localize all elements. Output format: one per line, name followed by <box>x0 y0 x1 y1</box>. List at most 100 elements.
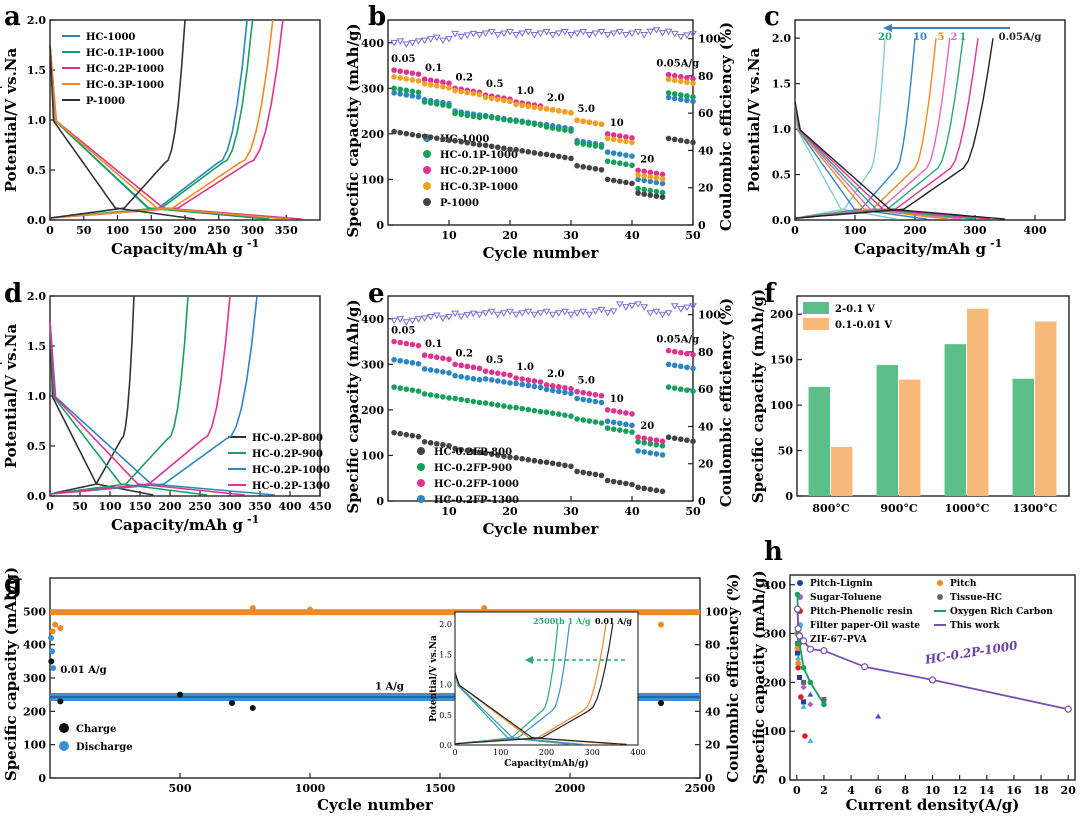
g-inset-x-axis-title: Capacity(mAh/g) <box>504 758 589 769</box>
e-capacity-point-1 <box>470 398 477 405</box>
e-capacity-point-2 <box>641 435 647 442</box>
e-capacity-point-1 <box>458 396 465 403</box>
e-capacity-point-1 <box>623 428 629 434</box>
b-capacity-point-3 <box>513 101 519 108</box>
b-capacity-point-2 <box>678 73 684 80</box>
h-legend-label: Pitch <box>950 579 977 589</box>
panel-label-g: g <box>4 569 22 599</box>
e-legend-label: HC-0.2FP-1000 <box>434 479 519 490</box>
h-xtick-label: 6 <box>874 784 882 797</box>
b-y2tick-label: 60 <box>698 107 714 120</box>
e-capacity-point-1 <box>684 387 690 393</box>
b-legend-label: HC-0.3P-1000 <box>440 182 518 193</box>
b-capacity-point-4 <box>470 140 477 147</box>
b-ce-point <box>493 32 502 39</box>
c-xtick-label: 200 <box>904 224 927 237</box>
e-capacity-point-1 <box>525 406 532 413</box>
e-capacity-point-2 <box>543 382 550 388</box>
e-capacity-point-1 <box>617 427 623 433</box>
b-capacity-point-1 <box>488 114 495 121</box>
b-capacity-point-1 <box>598 144 605 150</box>
e-legend-marker <box>417 479 425 487</box>
b-rate-label: 10 <box>610 118 624 129</box>
e-capacity-point-3 <box>610 419 617 426</box>
e-capacity-point-1 <box>598 420 605 426</box>
e-ce-point <box>518 310 527 317</box>
b-ce-point <box>420 37 429 45</box>
b-capacity-point-1 <box>623 161 629 168</box>
a-legend-label: P-1000 <box>86 96 125 107</box>
e-ce-point <box>640 304 649 311</box>
e-capacity-point-2 <box>598 392 605 399</box>
e-capacity-point-2 <box>470 364 477 371</box>
b-capacity-point-4 <box>525 149 532 155</box>
h-point-8 <box>820 647 828 655</box>
h-point-8 <box>1064 705 1072 713</box>
b-capacity-point-4 <box>659 194 666 200</box>
e-rate-label: 0.1 <box>425 339 442 350</box>
b-ce-point <box>561 29 569 36</box>
panel-label-h: h <box>764 537 783 567</box>
h-xtick-label: 0 <box>793 784 801 797</box>
b-capacity-point-1 <box>549 125 556 131</box>
e-capacity-point-2 <box>665 347 672 354</box>
g-xtick-label: 500 <box>169 782 192 795</box>
f-bar-0 <box>944 344 966 496</box>
b-capacity-point-2 <box>610 132 617 138</box>
b-capacity-point-3 <box>488 95 495 102</box>
e-capacity-point-0 <box>537 458 544 465</box>
b-capacity-point-4 <box>592 165 599 172</box>
d-xtick-label: 50 <box>72 500 88 513</box>
e-capacity-point-2 <box>537 379 544 385</box>
e-capacity-point-2 <box>617 409 623 415</box>
b-ce-point <box>628 30 636 38</box>
b-capacity-point-3 <box>458 88 465 95</box>
b-capacity-point-1 <box>617 160 623 167</box>
b-ce-point <box>603 32 612 39</box>
e-ce-point <box>475 311 484 319</box>
e-capacity-point-3 <box>653 451 660 457</box>
e-capacity-point-3 <box>659 452 666 458</box>
b-y2tick-label: 80 <box>698 70 714 83</box>
g-legend-label: Discharge <box>76 742 133 753</box>
e-capacity-point-0 <box>543 459 550 466</box>
h-point-3 <box>795 654 802 660</box>
c-rate-label: 0.05A/g <box>999 32 1042 43</box>
e-ce-point <box>524 308 533 316</box>
e-capacity-point-3 <box>488 377 495 383</box>
b-ce-point <box>683 32 691 39</box>
a-x-axis-unit-sup: -1 <box>247 237 259 250</box>
b-capacity-point-1 <box>653 188 660 195</box>
e-capacity-point-3 <box>434 368 440 374</box>
e-capacity-point-2 <box>501 371 507 377</box>
g-ce-outlier <box>52 621 59 628</box>
b-ce-point <box>579 29 588 36</box>
e-y2tick-label: 60 <box>698 383 714 396</box>
a-charge-curve-4 <box>49 19 186 219</box>
h-ytick-label: 200 <box>763 676 786 689</box>
e-ce-point <box>420 315 429 322</box>
b-y2tick-label: 0 <box>698 219 706 232</box>
b-capacity-point-3 <box>501 97 507 104</box>
b-ce-point <box>426 36 435 43</box>
e-capacity-point-1 <box>421 391 428 397</box>
e-capacity-point-1 <box>568 413 574 419</box>
e-capacity-point-1 <box>690 388 696 394</box>
d-ytick-label: 1.5 <box>27 340 46 353</box>
e-capacity-point-3 <box>537 384 544 391</box>
panel-label-f: f <box>764 279 777 309</box>
e-capacity-point-1 <box>446 395 452 401</box>
b-capacity-point-1 <box>586 142 593 148</box>
e-capacity-point-0 <box>482 450 489 456</box>
e-capacity-point-0 <box>470 448 477 455</box>
d-legend-label: HC-0.2P-800 <box>252 433 323 444</box>
e-capacity-point-2 <box>568 386 574 392</box>
h-xtick-label: 4 <box>847 784 855 797</box>
e-capacity-point-1 <box>452 395 458 402</box>
b-capacity-point-1 <box>659 189 666 196</box>
e-ce-point <box>603 309 612 317</box>
e-ytick-label: 100 <box>361 449 384 462</box>
e-ce-point <box>390 317 398 325</box>
e-capacity-point-0 <box>403 431 410 438</box>
g-annotation-rate-cycling: 1 A/g <box>375 682 404 693</box>
